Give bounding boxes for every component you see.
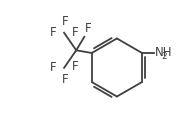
Text: NH: NH	[155, 46, 172, 60]
Text: F: F	[50, 61, 57, 74]
Text: F: F	[62, 15, 68, 28]
Text: 2: 2	[162, 52, 167, 61]
Text: F: F	[72, 26, 78, 39]
Text: F: F	[72, 60, 78, 73]
Text: F: F	[62, 73, 68, 86]
Text: F: F	[85, 22, 91, 36]
Text: F: F	[50, 26, 57, 39]
